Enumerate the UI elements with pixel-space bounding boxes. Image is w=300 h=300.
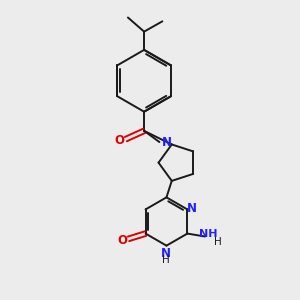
Text: H: H [162, 255, 170, 266]
Text: O: O [114, 134, 124, 147]
Text: N: N [161, 136, 172, 148]
Text: H: H [214, 237, 222, 248]
Text: O: O [118, 234, 128, 247]
Text: N: N [161, 247, 171, 260]
Text: N: N [187, 202, 197, 215]
Text: NH: NH [199, 229, 218, 239]
